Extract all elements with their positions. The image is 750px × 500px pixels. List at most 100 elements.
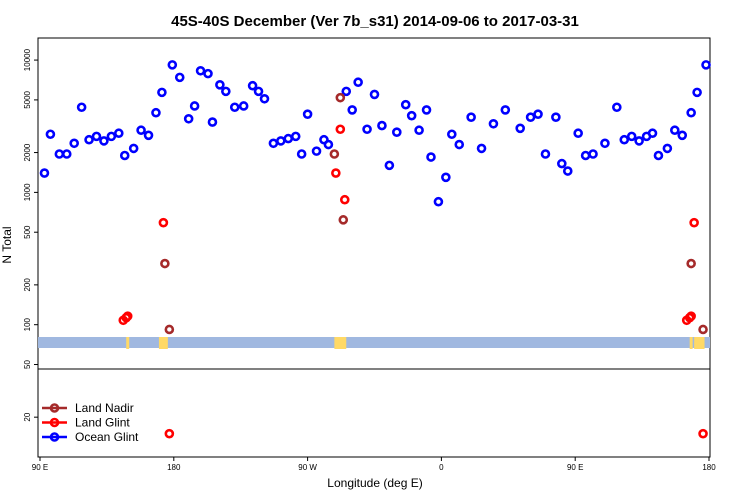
legend-marker-land-glint [49,417,60,428]
land-nadir-point [164,324,175,335]
ocean-glint-point [540,149,551,159]
ocean-glint-point [580,150,591,161]
ocean-glint-point [525,112,536,123]
land-glint-point [122,311,133,321]
ocean-glint-point [45,129,56,140]
ocean-glint-point [253,86,264,97]
ocean-glint-point [174,72,185,83]
land-glint-point [158,217,169,228]
x-tick-label: 90 W [298,463,317,472]
ocean-glint-point [454,139,465,150]
data-points [39,60,711,439]
ocean-glint-point [369,89,380,100]
land-glint-point [686,311,696,321]
ocean-glint-point [600,138,610,149]
land-ocean-band [38,337,710,349]
ocean-glint-point [207,117,218,127]
ocean-glint-point [302,109,313,119]
ocean-glint-point [353,77,363,88]
ocean-glint-point [296,149,307,159]
y-tick-label: 50 [23,360,32,369]
ocean-glint-point [662,143,673,154]
ocean-glint-point [157,87,167,98]
ocean-glint-point [476,143,487,154]
land-nadir-point [335,92,346,103]
ocean-glint-point [99,136,109,146]
x-axis-label: Longitude (deg E) [327,476,422,490]
land-glint-point [331,168,341,178]
ocean-glint-point [84,134,94,145]
ocean-glint-point [238,101,249,111]
ocean-glint-point [119,150,130,161]
ocean-glint-point [136,125,146,136]
ocean-glint-point [290,131,301,142]
ocean-glint-point [229,102,240,113]
ocean-glint-point [203,68,213,79]
ocean-glint-point [276,136,286,146]
land-band-segment [694,337,705,349]
ocean-glint-point [441,172,451,183]
land-band-segment [689,337,693,349]
land-glint-point [335,124,346,135]
ocean-glint-point [619,134,630,145]
ocean-glint-point [221,86,231,97]
ocean-glint-point [515,123,525,134]
land-glint-point [689,217,699,228]
ocean-glint-point [384,160,395,171]
land-nadir-point [160,258,170,269]
x-axis: 90 E 180 90 W 0 90 E 180 [32,457,716,472]
y-tick-label: 200 [23,278,32,292]
ocean-glint-point [54,149,65,159]
ocean-glint-point [377,120,387,131]
ocean-glint-point [341,86,352,97]
ocean-glint-point [61,149,72,159]
ocean-glint-point [670,125,680,136]
ocean-glint-point [259,93,270,104]
ocean-glint-point [391,127,402,138]
y-axis: 20 50 100 200 500 1000 2000 5000 10000 [23,48,38,422]
ocean-glint-point [500,105,511,115]
ocean-glint-point [557,158,567,169]
ocean-glint-point [106,131,117,142]
ocean-band [38,337,710,348]
land-glint-point [164,428,175,439]
ocean-glint-point [677,130,688,141]
ocean-glint-point [247,80,258,91]
legend-label-land-glint: Land Glint [75,416,130,430]
ocean-glint-point [701,60,711,70]
ocean-glint-point [311,146,322,156]
ocean-glint-point [414,125,424,136]
x-tick-label: 0 [439,463,444,472]
ocean-glint-point [626,131,637,142]
ocean-glint-point [91,131,102,142]
ocean-glint-point [183,113,194,124]
ocean-glint-point [113,128,124,139]
legend-marker-land-nadir [49,403,60,413]
ocean-glint-point [447,129,457,140]
ocean-glint-point [588,149,598,159]
land-band-segment [126,337,130,349]
y-tick-label: 100 [23,317,32,331]
chart-title: 45S-40S December (Ver 7b_s31) 2014-09-06… [171,13,579,30]
ocean-glint-point [562,166,573,176]
y-tick-label: 10000 [23,48,32,71]
ocean-glint-point [634,136,644,146]
ocean-glint-point [692,87,702,98]
ocean-glint-point [400,99,411,110]
y-tick-label: 5000 [23,90,32,108]
ocean-glint-point [69,138,79,149]
ocean-glint-point [128,143,139,154]
ocean-glint-point [686,107,696,118]
x-tick-label: 90 E [567,463,583,472]
ocean-glint-point [195,65,206,76]
y-tick-label: 2000 [23,143,32,161]
ocean-glint-point [533,109,543,119]
ocean-glint-point [426,152,436,162]
legend-label-land-nadir: Land Nadir [75,401,134,415]
ocean-glint-point [76,102,87,113]
land-band-segment [334,337,347,349]
land-nadir-point [338,215,349,225]
ocean-glint-point [143,130,154,141]
